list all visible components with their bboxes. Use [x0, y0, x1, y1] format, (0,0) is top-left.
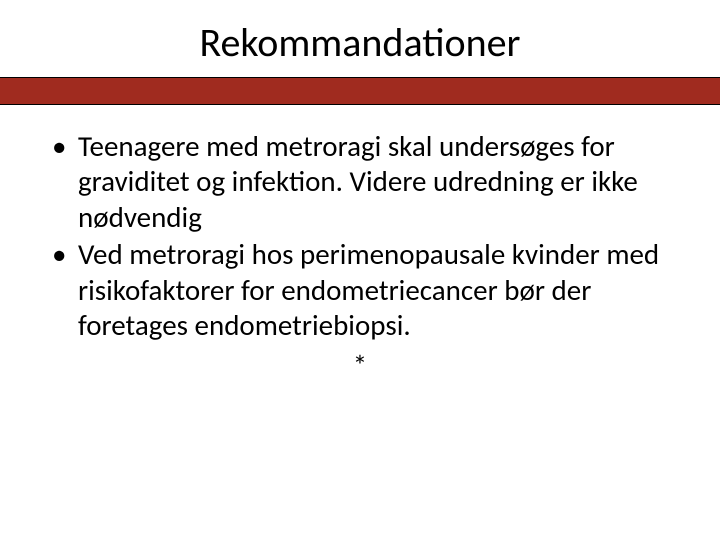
bullet-list: Teenagere med metroragi skal undersøges …	[50, 129, 670, 343]
bullet-item: Ved metroragi hos perimenopausale kvinde…	[50, 237, 670, 343]
footnote-marker: *	[50, 347, 670, 383]
slide-container: Rekommandationer Teenagere med metroragi…	[0, 0, 720, 540]
divider-bar	[0, 77, 720, 105]
title-area: Rekommandationer	[0, 0, 720, 77]
bullet-item: Teenagere med metroragi skal undersøges …	[50, 129, 670, 235]
slide-title: Rekommandationer	[0, 18, 720, 67]
content-area: Teenagere med metroragi skal undersøges …	[0, 105, 720, 383]
